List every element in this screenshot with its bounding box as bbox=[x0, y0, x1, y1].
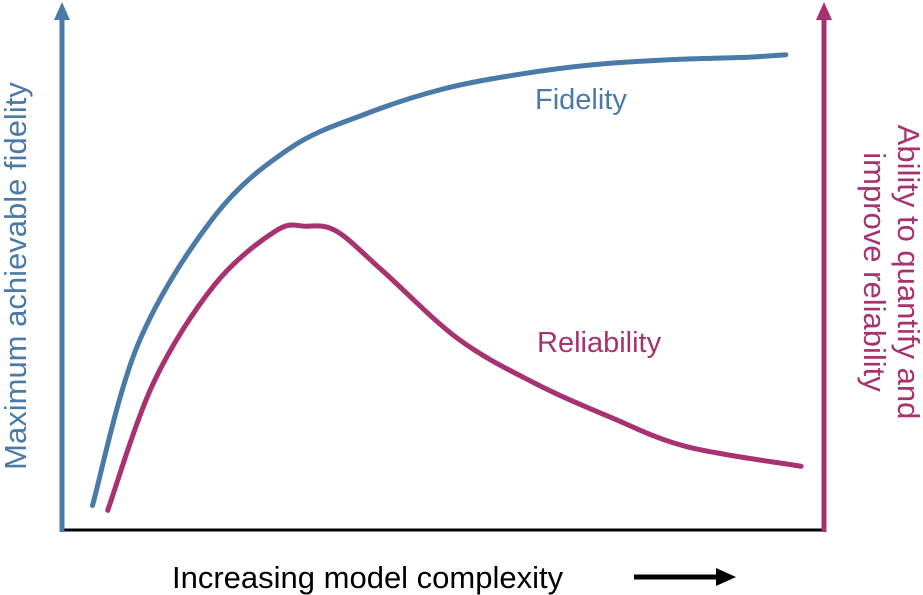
series-line-reliability bbox=[105, 222, 804, 513]
y-axis-right-arrowhead bbox=[816, 2, 832, 20]
x-axis-label: Increasing model complexity bbox=[172, 560, 564, 595]
series-layer bbox=[90, 52, 804, 513]
y-axis-label-right-line-1: Ability to quantify and bbox=[891, 125, 923, 420]
y-axis-label-right-line-2: improve reliability bbox=[857, 152, 892, 392]
axes bbox=[54, 2, 832, 532]
series-label-reliability: Reliability bbox=[537, 327, 662, 359]
y-axis-label-left: Maximum achievable fidelity bbox=[0, 82, 33, 470]
series-label-fidelity: Fidelity bbox=[535, 84, 627, 116]
arrow-head bbox=[716, 568, 736, 586]
series-line-fidelity bbox=[90, 52, 789, 508]
y-axis-left-arrowhead bbox=[54, 2, 70, 20]
right-arrow-icon bbox=[634, 568, 736, 586]
